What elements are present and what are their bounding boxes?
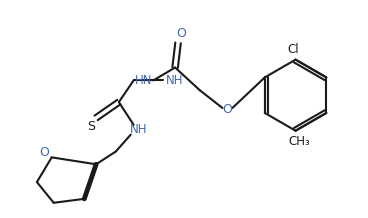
Text: CH₃: CH₃ <box>289 135 310 148</box>
Text: HN: HN <box>135 74 152 87</box>
Text: O: O <box>176 27 186 41</box>
Text: S: S <box>87 120 95 133</box>
Text: O: O <box>223 104 232 116</box>
Text: O: O <box>39 146 49 159</box>
Text: NH: NH <box>166 74 184 87</box>
Text: Cl: Cl <box>288 43 300 56</box>
Text: NH: NH <box>130 123 147 136</box>
